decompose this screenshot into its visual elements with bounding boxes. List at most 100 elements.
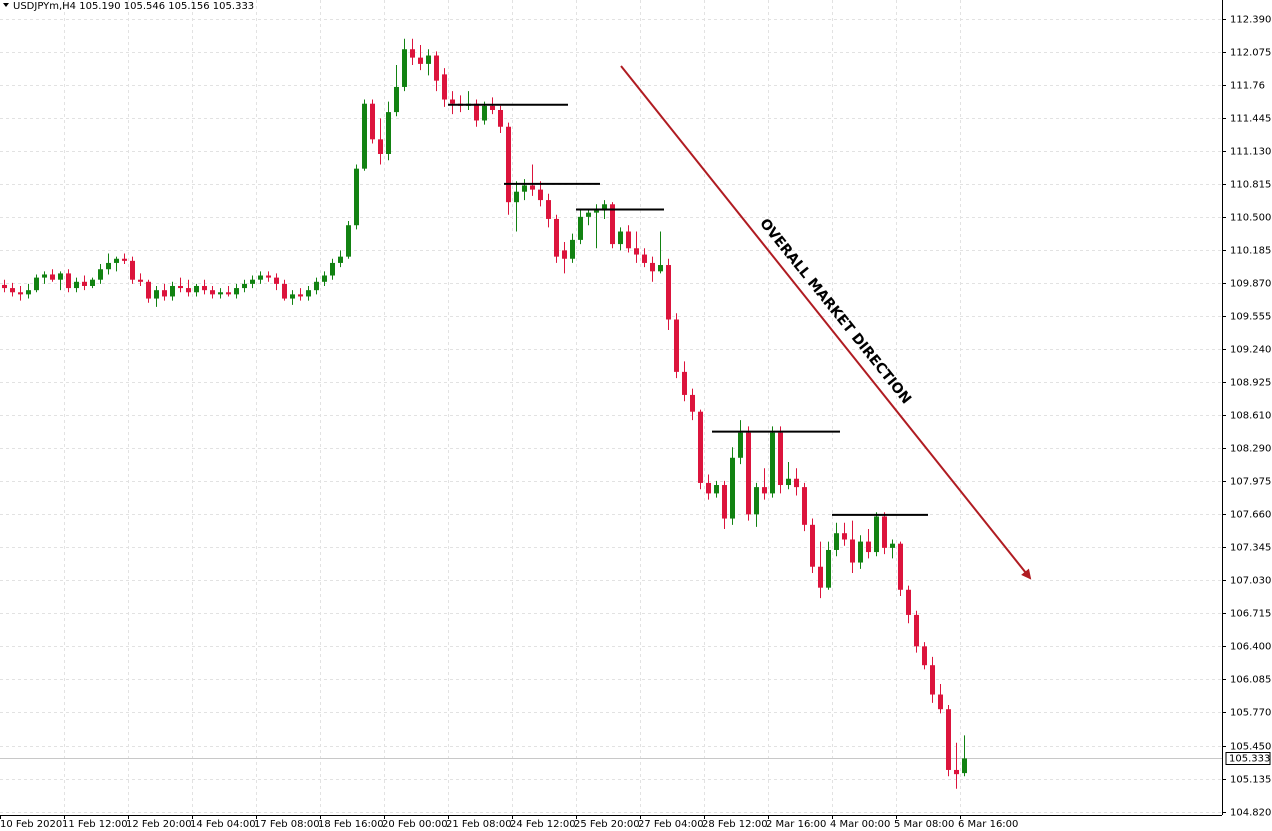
candle-body	[442, 74, 447, 100]
x-tick-label: 27 Feb 04:00	[638, 819, 704, 830]
candle-body	[66, 273, 71, 289]
candle-body	[418, 57, 423, 64]
y-tick-label: 105.135	[1230, 775, 1271, 786]
candle-body	[314, 281, 319, 291]
candle-body	[354, 168, 359, 226]
candle-body	[786, 478, 791, 486]
y-tick-label: 107.660	[1230, 510, 1271, 521]
candle-body	[298, 294, 303, 297]
y-tick-label: 106.085	[1230, 675, 1271, 686]
y-tick-label: 105.450	[1230, 742, 1271, 753]
candle-body	[194, 285, 199, 293]
candle-body	[170, 285, 175, 297]
candle-body	[666, 265, 671, 320]
candle-body	[186, 288, 191, 293]
candle-body	[154, 290, 159, 299]
candle-body	[106, 262, 111, 270]
candle-body	[266, 275, 271, 278]
candle-body	[386, 112, 391, 154]
candle-body	[930, 665, 935, 695]
candle-body	[586, 212, 591, 217]
candle-body	[122, 258, 127, 261]
candle-body	[98, 269, 103, 280]
header: USDJPYm,H4 105.190 105.546 105.156 105.3…	[13, 1, 254, 12]
x-tick-label: 17 Feb 08:00	[254, 819, 320, 830]
candle-body	[530, 185, 535, 190]
candle-body	[498, 109, 503, 127]
candle-body	[370, 103, 375, 140]
candle-body	[362, 103, 367, 169]
y-tick-label: 112.075	[1230, 48, 1271, 59]
candle-body	[722, 485, 727, 519]
candle-body	[2, 284, 7, 289]
candle-body	[578, 216, 583, 240]
header-icon	[3, 3, 9, 7]
candle-body	[290, 294, 295, 299]
candle-body	[634, 248, 639, 255]
candle-body	[810, 524, 815, 567]
candle-body	[738, 432, 743, 458]
candle-body	[594, 210, 599, 213]
candle-body	[402, 49, 407, 87]
candle-body	[490, 105, 495, 110]
y-tick-label: 107.030	[1230, 576, 1271, 587]
candle-body	[730, 457, 735, 519]
y-tick-label: 106.400	[1230, 642, 1271, 653]
candle-body	[26, 290, 31, 295]
candle-body	[506, 126, 511, 203]
candle-body	[338, 256, 343, 263]
candle-body	[562, 250, 567, 259]
candle-body	[762, 487, 767, 494]
candle-body	[178, 285, 183, 289]
y-tick-label: 109.555	[1230, 312, 1271, 323]
candle-body	[610, 204, 615, 245]
candle-body	[522, 185, 527, 192]
candle-body	[802, 487, 807, 525]
candle-body	[898, 543, 903, 590]
candle-body	[938, 694, 943, 710]
candle-body	[602, 204, 607, 211]
y-tick-label: 110.815	[1230, 180, 1271, 191]
candle-body	[474, 103, 479, 121]
candle-body	[922, 646, 927, 666]
candle-body	[242, 283, 247, 289]
candle-body	[306, 290, 311, 297]
y-tick-label: 110.185	[1230, 246, 1271, 257]
candle-body	[962, 758, 967, 774]
candle-body	[778, 432, 783, 486]
grid	[0, 0, 1222, 815]
candle-body	[218, 292, 223, 295]
candle-body	[146, 281, 151, 299]
candle-body	[866, 541, 871, 553]
x-tick-label: 5 Mar 08:00	[894, 819, 954, 830]
plot	[2, 38, 967, 789]
y-tick-label: 104.820	[1230, 808, 1271, 819]
candle-body	[794, 478, 799, 488]
y-tick-label: 109.870	[1230, 279, 1271, 290]
candle-body	[818, 566, 823, 588]
candle-body	[538, 189, 543, 201]
candle-body	[162, 290, 167, 297]
candle-body	[690, 394, 695, 412]
y-tick-label: 111.445	[1230, 114, 1271, 125]
candle-body	[282, 283, 287, 299]
candle-body	[434, 55, 439, 81]
candle-body	[698, 411, 703, 483]
candle-body	[322, 275, 327, 282]
y-tick-label: 108.290	[1230, 444, 1271, 455]
annotation: OVERALL MARKET DIRECTION	[756, 216, 914, 407]
candle-body	[850, 539, 855, 563]
y-tick-label: 111.76	[1230, 81, 1265, 92]
y-tick-label: 106.715	[1230, 609, 1271, 620]
candle-body	[394, 86, 399, 113]
candle-body	[706, 482, 711, 494]
candle-body	[682, 371, 687, 395]
y-tick-label: 105.770	[1230, 708, 1271, 719]
candle-body	[234, 288, 239, 295]
last-price-label: 105.333	[1229, 754, 1270, 765]
x-tick-label: 4 Mar 00:00	[830, 819, 890, 830]
candle-body	[90, 279, 95, 286]
y-tick-label: 110.500	[1230, 213, 1271, 224]
candle-body	[450, 99, 455, 104]
candle-body	[770, 432, 775, 494]
